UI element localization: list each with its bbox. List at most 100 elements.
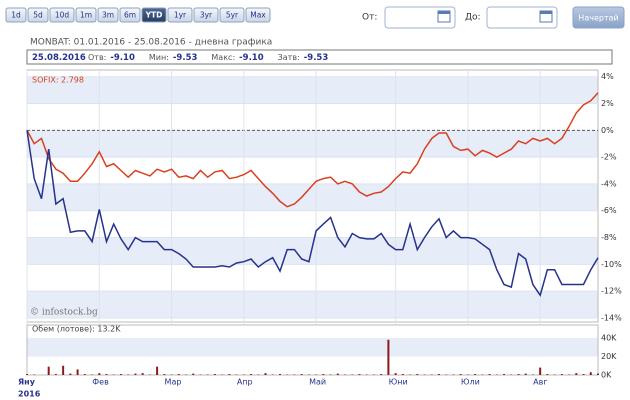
volume-bar: [177, 374, 180, 375]
to-label: До:: [465, 13, 481, 23]
range-button-label[interactable]: 5d: [33, 11, 43, 20]
volume-bar: [250, 374, 253, 375]
volume-bar: [560, 374, 563, 375]
range-button-label[interactable]: 1yr: [174, 11, 187, 20]
volume-bar: [156, 366, 159, 375]
volume-bar: [141, 373, 144, 375]
volume-title: Обем (лотове): 13.2K: [32, 325, 121, 334]
grid-band: [27, 291, 598, 318]
range-button-label[interactable]: 1d: [11, 11, 21, 20]
range-button-label[interactable]: 10d: [55, 11, 70, 20]
range-button-label[interactable]: 5yr: [226, 11, 239, 20]
y-tick-label: 40K: [601, 333, 617, 342]
volume-bar: [192, 373, 195, 375]
range-button[interactable]: [193, 7, 219, 23]
range-button-label[interactable]: YTD: [145, 11, 163, 20]
range-button[interactable]: [245, 7, 271, 23]
volume-bar: [54, 374, 57, 375]
volume-bar: [264, 373, 267, 375]
volume-bar: [105, 374, 108, 375]
range-button-label[interactable]: 1m: [80, 11, 92, 20]
calendar-icon[interactable]: [539, 10, 553, 23]
series-line: [26, 130, 599, 297]
range-button-label[interactable]: Max: [250, 11, 266, 20]
range-button-label[interactable]: 3yr: [200, 11, 213, 20]
range-button-label[interactable]: 6m: [124, 11, 136, 20]
x-tick-label: Юни: [389, 378, 408, 387]
volume-bar: [474, 374, 477, 375]
volume-bar: [119, 374, 122, 375]
range-button[interactable]: [167, 7, 193, 23]
volume-bar: [575, 373, 578, 375]
bands: [27, 76, 598, 318]
volume-bar: [524, 373, 527, 375]
range-button[interactable]: [49, 7, 75, 23]
draw-button[interactable]: [572, 6, 625, 29]
volume-bar: [539, 367, 542, 375]
x-tick-label: Май: [309, 378, 326, 387]
volume-bar: [488, 374, 491, 375]
draw-button-label[interactable]: Начертай: [578, 14, 618, 23]
volume-bar: [69, 373, 72, 375]
info-date: 25.08.2016: [32, 53, 86, 63]
range-button[interactable]: [27, 7, 49, 23]
range-button[interactable]: [5, 7, 27, 23]
volume-bar: [597, 373, 599, 375]
x-tick-label: Юли: [461, 378, 480, 387]
labels: 4% 2% 0% -2% -4% -6% -8% -10% -12% -14% 0K 20K 40K Ян…: [18, 72, 622, 386]
from-label: От:: [362, 13, 377, 23]
y-tick-label: -10%: [601, 260, 622, 269]
grid-band: [27, 76, 598, 104]
range-button[interactable]: [75, 7, 97, 23]
range-button[interactable]: [119, 7, 141, 23]
y-tick-label: -2%: [601, 153, 617, 162]
volume-bar: [213, 374, 216, 375]
grid-band: [27, 183, 598, 211]
volume-bar: [589, 372, 592, 375]
volume-bar: [26, 374, 28, 375]
volume-bar: [134, 373, 137, 375]
grid-band: [27, 237, 598, 265]
range-button[interactable]: [141, 7, 167, 23]
volume-bar: [322, 374, 325, 375]
volume-bar: [300, 374, 303, 375]
volume-bar: [387, 339, 390, 375]
y-tick-label: 2%: [601, 99, 614, 108]
y-tick-label: -8%: [601, 233, 617, 242]
chart-title: MONBAT: 01.01.2016 - 25.08.2016 - дневна…: [30, 38, 272, 48]
grid-band: [27, 337, 598, 357]
y-tick-label: -14%: [601, 313, 622, 322]
y-tick-label: 0%: [601, 126, 614, 135]
volume-bar: [163, 374, 166, 375]
info-value: -9.10: [110, 53, 135, 63]
volume-bar: [394, 373, 397, 375]
x-tick-label: Яну: [18, 378, 36, 387]
x-tick-label: Апр: [237, 378, 253, 387]
info-value: -9.53: [173, 53, 198, 63]
range-button[interactable]: [219, 7, 245, 23]
y-tick-label: 4%: [601, 72, 614, 81]
y-tick-label: -12%: [601, 287, 622, 296]
x-year-label: 2016: [18, 390, 41, 399]
info-label: Макс:: [211, 53, 235, 62]
range-button-label[interactable]: 3m: [102, 11, 114, 20]
volume-bar: [416, 374, 419, 375]
volume-bar: [503, 374, 506, 375]
series-line: [26, 92, 599, 208]
x-tick-label: Авг: [533, 378, 547, 387]
range-button[interactable]: [97, 7, 119, 23]
info-box: [26, 49, 613, 65]
volume-bar: [228, 374, 231, 375]
calendar-icon[interactable]: [437, 10, 451, 23]
volume-bar: [582, 374, 585, 375]
volume-bar: [380, 374, 383, 375]
watermark: © infostock.bg: [30, 308, 98, 318]
info-label: Отв:: [88, 53, 106, 62]
volume-bands: [27, 337, 598, 357]
volume-bar: [47, 366, 50, 375]
y-tick-label: -4%: [601, 179, 617, 188]
info-value: -9.10: [239, 53, 264, 63]
y-tick-label: -6%: [601, 206, 617, 215]
